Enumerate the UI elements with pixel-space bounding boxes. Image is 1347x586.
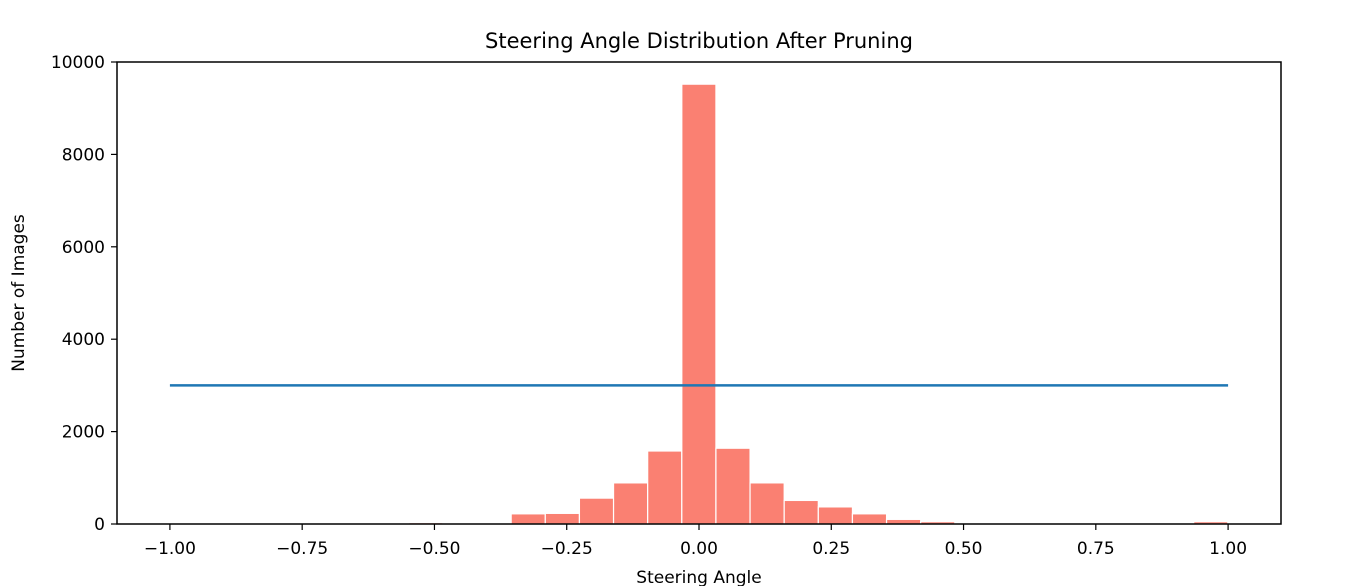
- x-tick-label: −0.50: [408, 539, 460, 559]
- y-tick-label: 0: [94, 515, 105, 535]
- histogram-bar: [817, 506, 854, 525]
- x-tick-label: 0.50: [945, 539, 983, 559]
- histogram-bar: [681, 83, 717, 525]
- x-tick-label: 1.00: [1209, 539, 1247, 559]
- histogram-bar: [749, 482, 785, 525]
- histogram-bar: [544, 512, 581, 525]
- histogram-bar: [647, 450, 683, 525]
- histogram-bar: [715, 447, 751, 525]
- x-tick-label: 0.25: [812, 539, 850, 559]
- y-axis: 0 2000 4000 6000 8000 10000: [51, 53, 117, 535]
- x-tick-label: −0.25: [541, 539, 593, 559]
- histogram-bar: [851, 513, 888, 525]
- y-tick-label: 10000: [51, 53, 105, 73]
- histogram-bar: [578, 497, 615, 525]
- y-tick-label: 6000: [62, 238, 105, 258]
- histogram-bar: [612, 482, 649, 525]
- x-axis-title: Steering Angle: [636, 568, 761, 586]
- x-tick-label: 0.75: [1077, 539, 1115, 559]
- y-axis-title: Number of Images: [9, 214, 29, 372]
- x-tick-label: −0.75: [276, 539, 328, 559]
- y-tick-label: 4000: [62, 330, 105, 350]
- histogram-bar: [510, 513, 546, 525]
- y-tick-label: 8000: [62, 145, 105, 165]
- chart-title: Steering Angle Distribution After Prunin…: [485, 29, 913, 53]
- y-tick-label: 2000: [62, 423, 105, 443]
- x-axis: −1.00 −0.75 −0.50 −0.25 0.00 0.25 0.50 0.75 1.00: [144, 524, 1247, 559]
- x-tick-label: −1.00: [144, 539, 196, 559]
- histogram-bars: [408, 83, 1229, 525]
- x-tick-label: 0.00: [680, 539, 718, 559]
- histogram-bar: [783, 499, 819, 525]
